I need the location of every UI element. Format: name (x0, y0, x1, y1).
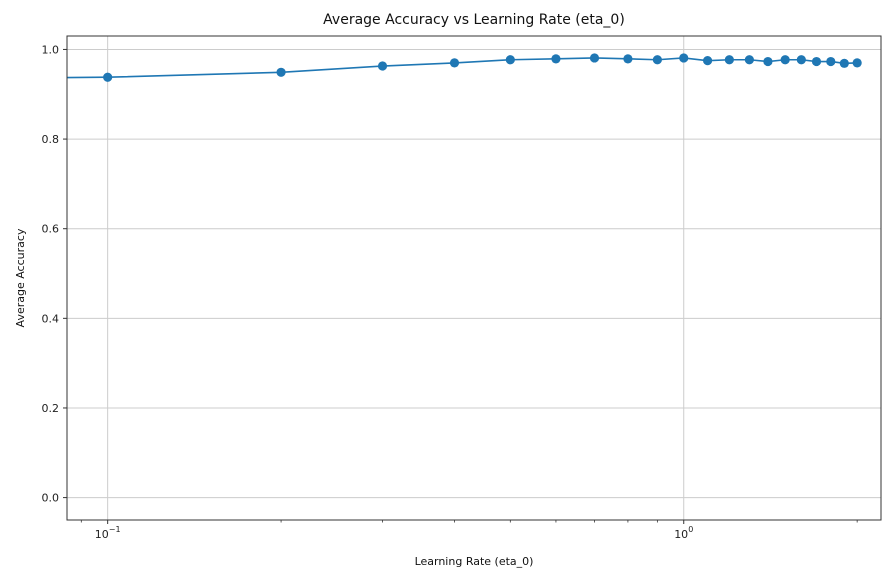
data-point (763, 56, 773, 67)
chart-title: Average Accuracy vs Learning Rate (eta_0… (323, 12, 625, 28)
x-tick-layer: 10−1 100 (80, 520, 858, 541)
data-point (103, 72, 113, 82)
x-tick-label: 10−1 (95, 525, 121, 541)
x-axis-label: Learning Rate (eta_0) (415, 555, 534, 568)
data-point (744, 55, 754, 65)
y-tick-label: 0.4 (42, 312, 60, 325)
data-point (623, 54, 633, 64)
data-point (505, 55, 515, 65)
data-point (826, 56, 836, 67)
data-point (551, 54, 561, 64)
data-point (780, 55, 790, 65)
data-point (811, 56, 822, 67)
point-layer (103, 53, 862, 82)
y-tick-label: 0.0 (42, 492, 60, 505)
data-point (449, 58, 460, 68)
data-point (702, 56, 713, 66)
data-point (589, 53, 600, 63)
x-tick-label: 100 (674, 525, 693, 541)
y-tick-label: 0.8 (42, 133, 60, 146)
y-tick-label: 0.2 (42, 402, 60, 415)
data-point (679, 53, 689, 63)
y-axis-label: Average Accuracy (14, 228, 27, 327)
data-point (796, 55, 806, 65)
data-point (852, 58, 862, 68)
data-point (652, 55, 662, 65)
data-point (276, 67, 286, 77)
data-point (377, 61, 388, 71)
y-tick-label: 1.0 (42, 43, 60, 56)
data-point (724, 55, 734, 65)
plot-frame (66, 35, 882, 521)
y-tick-label: 0.6 (42, 223, 60, 236)
y-tick-layer: 0.0 0.2 0.4 0.6 0.8 1.0 (42, 43, 67, 505)
data-point (839, 58, 849, 68)
grid-layer (67, 36, 881, 520)
